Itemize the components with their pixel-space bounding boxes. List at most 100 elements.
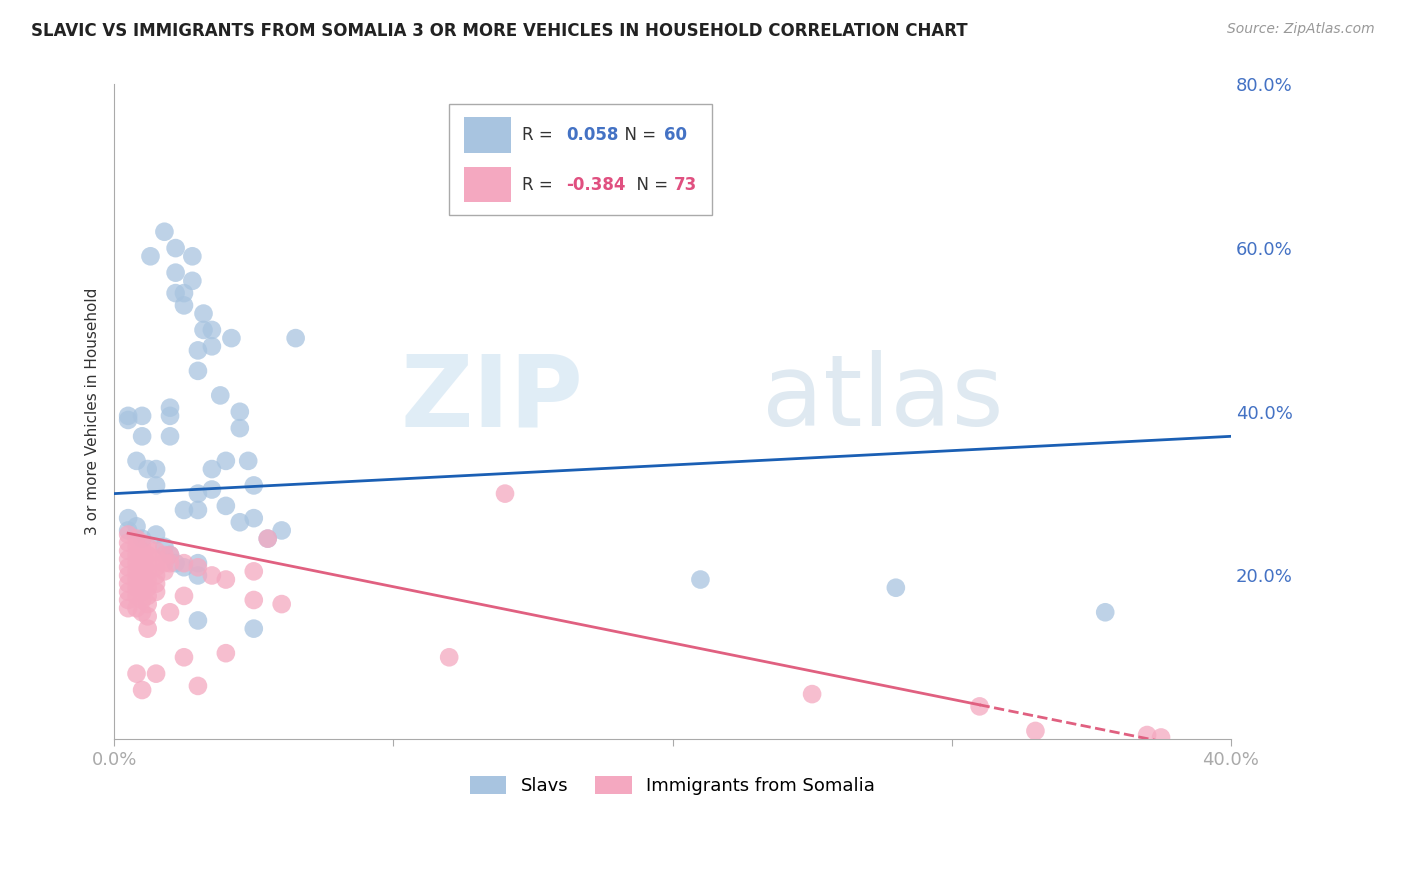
Point: [117, 524, 139, 538]
Point: [153, 540, 176, 554]
Point: [145, 544, 167, 558]
Point: [159, 429, 181, 443]
Point: [131, 683, 153, 698]
Point: [159, 548, 181, 562]
Point: [165, 241, 187, 255]
Point: [131, 576, 153, 591]
Point: [125, 601, 148, 615]
Point: [187, 556, 209, 570]
Point: [159, 548, 181, 562]
Point: [242, 478, 264, 492]
Point: [145, 560, 167, 574]
Point: [117, 584, 139, 599]
Point: [1150, 731, 1173, 745]
Point: [215, 454, 238, 468]
Point: [187, 503, 209, 517]
Point: [187, 679, 209, 693]
Point: [256, 532, 278, 546]
Point: [131, 544, 153, 558]
Point: [145, 527, 167, 541]
Point: [242, 565, 264, 579]
Point: [215, 646, 238, 660]
Point: [131, 552, 153, 566]
Point: [117, 511, 139, 525]
Point: [153, 565, 176, 579]
Text: 60: 60: [664, 126, 686, 144]
Point: [1136, 728, 1159, 742]
Point: [136, 548, 159, 562]
Text: -0.384: -0.384: [567, 176, 626, 194]
Point: [125, 565, 148, 579]
Point: [221, 331, 243, 345]
Point: [173, 286, 195, 301]
Point: [136, 581, 159, 595]
Point: [181, 274, 204, 288]
Point: [125, 581, 148, 595]
Point: [165, 266, 187, 280]
Point: [131, 560, 153, 574]
Point: [117, 552, 139, 566]
Point: [173, 560, 195, 574]
Point: [125, 540, 148, 554]
Point: [159, 605, 181, 619]
Point: [242, 511, 264, 525]
Point: [153, 225, 176, 239]
FancyBboxPatch shape: [464, 117, 510, 153]
Point: [173, 556, 195, 570]
Legend: Slavs, Immigrants from Somalia: Slavs, Immigrants from Somalia: [463, 768, 882, 802]
Point: [884, 581, 907, 595]
Text: 0.058: 0.058: [567, 126, 619, 144]
Point: [125, 454, 148, 468]
Point: [136, 589, 159, 603]
Point: [131, 535, 153, 549]
Text: 73: 73: [673, 176, 697, 194]
Point: [131, 584, 153, 599]
Point: [125, 556, 148, 570]
Point: [136, 573, 159, 587]
Text: atlas: atlas: [762, 351, 1004, 447]
FancyBboxPatch shape: [449, 104, 711, 215]
Point: [215, 573, 238, 587]
Point: [136, 609, 159, 624]
Point: [165, 556, 187, 570]
Point: [242, 622, 264, 636]
Point: [187, 560, 209, 574]
Point: [117, 409, 139, 423]
Point: [117, 527, 139, 541]
Point: [187, 568, 209, 582]
Point: [125, 573, 148, 587]
Point: [201, 568, 224, 582]
Point: [117, 593, 139, 607]
Point: [159, 401, 181, 415]
Point: [136, 462, 159, 476]
Point: [465, 159, 488, 173]
Point: [187, 343, 209, 358]
Text: Source: ZipAtlas.com: Source: ZipAtlas.com: [1227, 22, 1375, 37]
Point: [159, 556, 181, 570]
Point: [117, 544, 139, 558]
Point: [145, 568, 167, 582]
Point: [117, 560, 139, 574]
Point: [165, 286, 187, 301]
Text: SLAVIC VS IMMIGRANTS FROM SOMALIA 3 OR MORE VEHICLES IN HOUSEHOLD CORRELATION CH: SLAVIC VS IMMIGRANTS FROM SOMALIA 3 OR M…: [31, 22, 967, 40]
Point: [173, 503, 195, 517]
Point: [284, 331, 307, 345]
Point: [229, 405, 252, 419]
Point: [145, 666, 167, 681]
Point: [238, 454, 260, 468]
Point: [181, 249, 204, 263]
Text: ZIP: ZIP: [401, 351, 583, 447]
Point: [131, 605, 153, 619]
Point: [125, 589, 148, 603]
Point: [209, 388, 232, 402]
Point: [270, 524, 292, 538]
Point: [187, 486, 209, 500]
Point: [131, 429, 153, 443]
Point: [131, 593, 153, 607]
Point: [136, 556, 159, 570]
Point: [801, 687, 824, 701]
Point: [131, 568, 153, 582]
Point: [131, 409, 153, 423]
Point: [256, 532, 278, 546]
Point: [201, 323, 224, 337]
